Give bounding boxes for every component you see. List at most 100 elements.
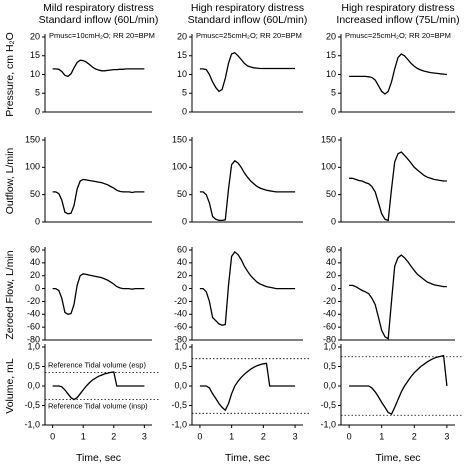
y-tick-label: -20 — [323, 296, 336, 306]
y-axis-label: Volume, mL — [4, 358, 16, 414]
y-tick-label: 20 — [326, 270, 336, 280]
y-tick-label: 0 — [331, 283, 336, 293]
annotation: Pmusc=10cmH₂O; RR 20=BPM — [49, 31, 155, 40]
panel-title: Mild respiratory distress — [43, 2, 154, 14]
y-tick-label: 40 — [326, 257, 336, 267]
line — [52, 178, 145, 215]
line — [52, 273, 145, 315]
y-tick-label: 0 — [35, 216, 40, 226]
y-tick-label: -80 — [323, 334, 336, 344]
x-tick-label: 3 — [142, 431, 147, 441]
y-tick-label: 0,0 — [174, 380, 187, 390]
y-tick-label: -60 — [323, 322, 336, 332]
reference-label: Reference Tidal volume (insp) — [48, 402, 148, 411]
y-tick-label: 0 — [182, 106, 187, 116]
y-tick-label: 0,0 — [323, 380, 336, 390]
line — [52, 371, 145, 401]
y-tick-label: 100 — [172, 162, 187, 172]
y-tick-label: 20 — [177, 31, 187, 41]
y-tick-label: -1,0 — [24, 419, 40, 429]
panel-title: High respiratory distress — [191, 2, 304, 14]
y-axis-label: Zeroed Flow, L/min — [4, 250, 16, 339]
line — [349, 254, 447, 340]
y-tick-label: -40 — [323, 309, 336, 319]
y-tick-label: 10 — [177, 69, 187, 79]
y-tick-label: 1,0 — [27, 341, 40, 351]
y-tick-label: -40 — [174, 309, 187, 319]
panel-title: High respiratory distress — [341, 2, 454, 14]
x-axis-label: Time, sec — [76, 452, 121, 464]
x-tick-label: 1 — [229, 431, 234, 441]
y-tick-label: -80 — [27, 334, 40, 344]
y-tick-label: 50 — [30, 189, 40, 199]
x-tick-label: 0 — [50, 431, 55, 441]
y-tick-label: 10 — [326, 69, 336, 79]
y-tick-label: 0 — [331, 216, 336, 226]
reference-label: Reference Tidal volume (esp) — [48, 360, 146, 369]
y-tick-label: 0,5 — [174, 361, 187, 371]
y-tick-label: -60 — [27, 322, 40, 332]
y-tick-label: 0,5 — [323, 361, 336, 371]
y-tick-label: -0,5 — [171, 400, 187, 410]
y-tick-label: 40 — [30, 257, 40, 267]
line — [349, 53, 447, 95]
line — [199, 159, 296, 222]
annotation: Pmusc=25cmH₂O; RR 20=BPM — [345, 31, 451, 40]
y-tick-label: 5 — [35, 88, 40, 98]
panel-subtitle: Standard inflow (60L/min) — [188, 14, 308, 26]
x-axis-label: Time, sec — [225, 452, 270, 464]
y-tick-label: 15 — [30, 50, 40, 60]
y-tick-label: 150 — [25, 134, 40, 144]
y-tick-label: 0 — [35, 106, 40, 116]
y-tick-label: 15 — [177, 50, 187, 60]
y-tick-label: 60 — [326, 244, 336, 254]
line — [199, 362, 296, 412]
y-tick-label: 50 — [177, 189, 187, 199]
y-tick-label: 50 — [326, 189, 336, 199]
y-tick-label: 60 — [177, 244, 187, 254]
y-tick-label: -40 — [27, 309, 40, 319]
x-tick-label: 2 — [111, 431, 116, 441]
y-axis-label: Pressure, cm H₂O — [4, 32, 16, 117]
y-tick-label: -0,5 — [24, 400, 40, 410]
y-tick-label: 150 — [172, 134, 187, 144]
y-tick-label: 0 — [331, 106, 336, 116]
y-tick-label: 20 — [30, 31, 40, 41]
panel-subtitle: Standard inflow (60L/min) — [39, 14, 159, 26]
y-tick-label: 0,0 — [27, 380, 40, 390]
x-tick-label: 2 — [261, 431, 266, 441]
y-tick-label: 5 — [182, 88, 187, 98]
y-tick-label: -20 — [174, 296, 187, 306]
y-tick-label: 100 — [25, 162, 40, 172]
y-tick-label: 0 — [182, 283, 187, 293]
y-tick-label: -1,0 — [171, 419, 187, 429]
panel-subtitle: Increased inflow (75L/min) — [336, 14, 459, 26]
y-tick-label: 10 — [30, 69, 40, 79]
y-tick-label: -0,5 — [320, 400, 336, 410]
x-tick-label: 1 — [379, 431, 384, 441]
line — [199, 250, 296, 326]
y-tick-label: -60 — [174, 322, 187, 332]
y-tick-label: 0 — [182, 216, 187, 226]
y-tick-label: 15 — [326, 50, 336, 60]
line — [52, 59, 145, 78]
y-tick-label: 0 — [35, 283, 40, 293]
y-tick-label: 40 — [177, 257, 187, 267]
y-tick-label: 100 — [321, 162, 336, 172]
line — [199, 52, 296, 93]
x-tick-label: 3 — [444, 431, 449, 441]
y-tick-label: -1,0 — [320, 419, 336, 429]
y-tick-label: 60 — [30, 244, 40, 254]
y-tick-label: 150 — [321, 134, 336, 144]
annotation: Pmusc=25cmH₂O; RR 20=BPM — [196, 31, 302, 40]
y-tick-label: -20 — [27, 296, 40, 306]
x-tick-label: 3 — [293, 431, 298, 441]
y-tick-label: 0,5 — [27, 361, 40, 371]
y-tick-label: 1,0 — [323, 341, 336, 351]
x-tick-label: 1 — [81, 431, 86, 441]
x-axis-label: Time, sec — [375, 452, 420, 464]
y-tick-label: 20 — [177, 270, 187, 280]
x-tick-label: 2 — [412, 431, 417, 441]
line — [349, 151, 447, 222]
